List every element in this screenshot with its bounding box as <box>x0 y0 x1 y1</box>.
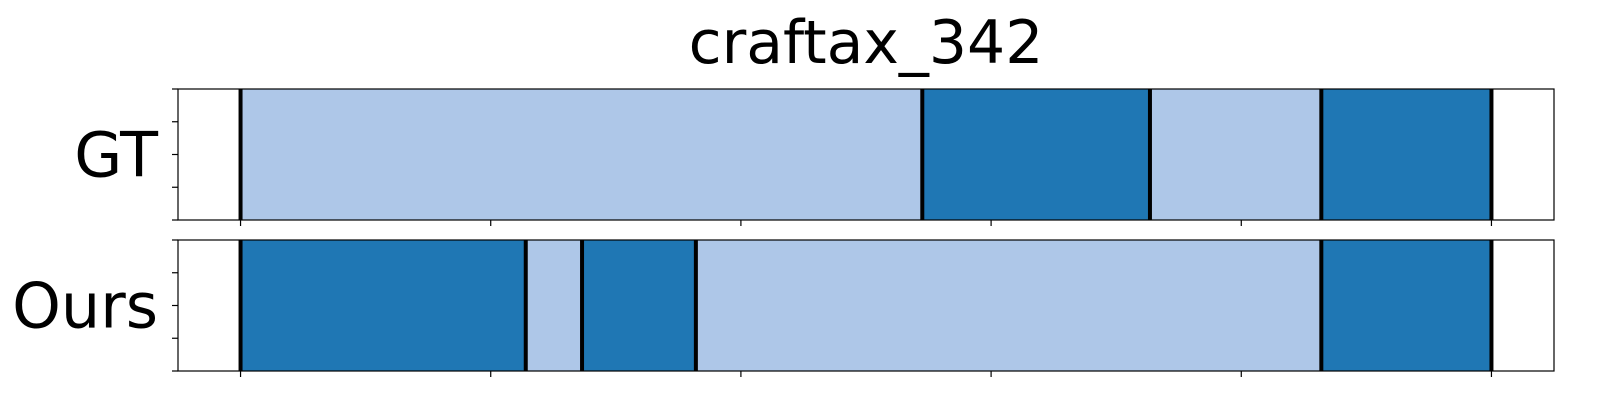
row-label-ours: Ours <box>12 270 158 343</box>
segment-gt-0 <box>240 89 923 220</box>
segment-gt-2 <box>1149 89 1322 220</box>
segment-ours-3 <box>695 240 1322 371</box>
row-label-gt: GT <box>74 119 159 192</box>
rows-layer: GT Ours <box>12 88 1555 377</box>
chart-title: craftax_342 <box>689 8 1044 78</box>
segment-ours-0 <box>240 240 526 371</box>
segment-ours-2 <box>582 240 696 371</box>
segment-ours-4 <box>1321 240 1492 371</box>
row-gt: GT <box>74 88 1555 226</box>
segment-gt-1 <box>922 89 1150 220</box>
segment-ours-1 <box>525 240 583 371</box>
segment-gt-3 <box>1321 89 1492 220</box>
row-ours: Ours <box>12 239 1555 377</box>
